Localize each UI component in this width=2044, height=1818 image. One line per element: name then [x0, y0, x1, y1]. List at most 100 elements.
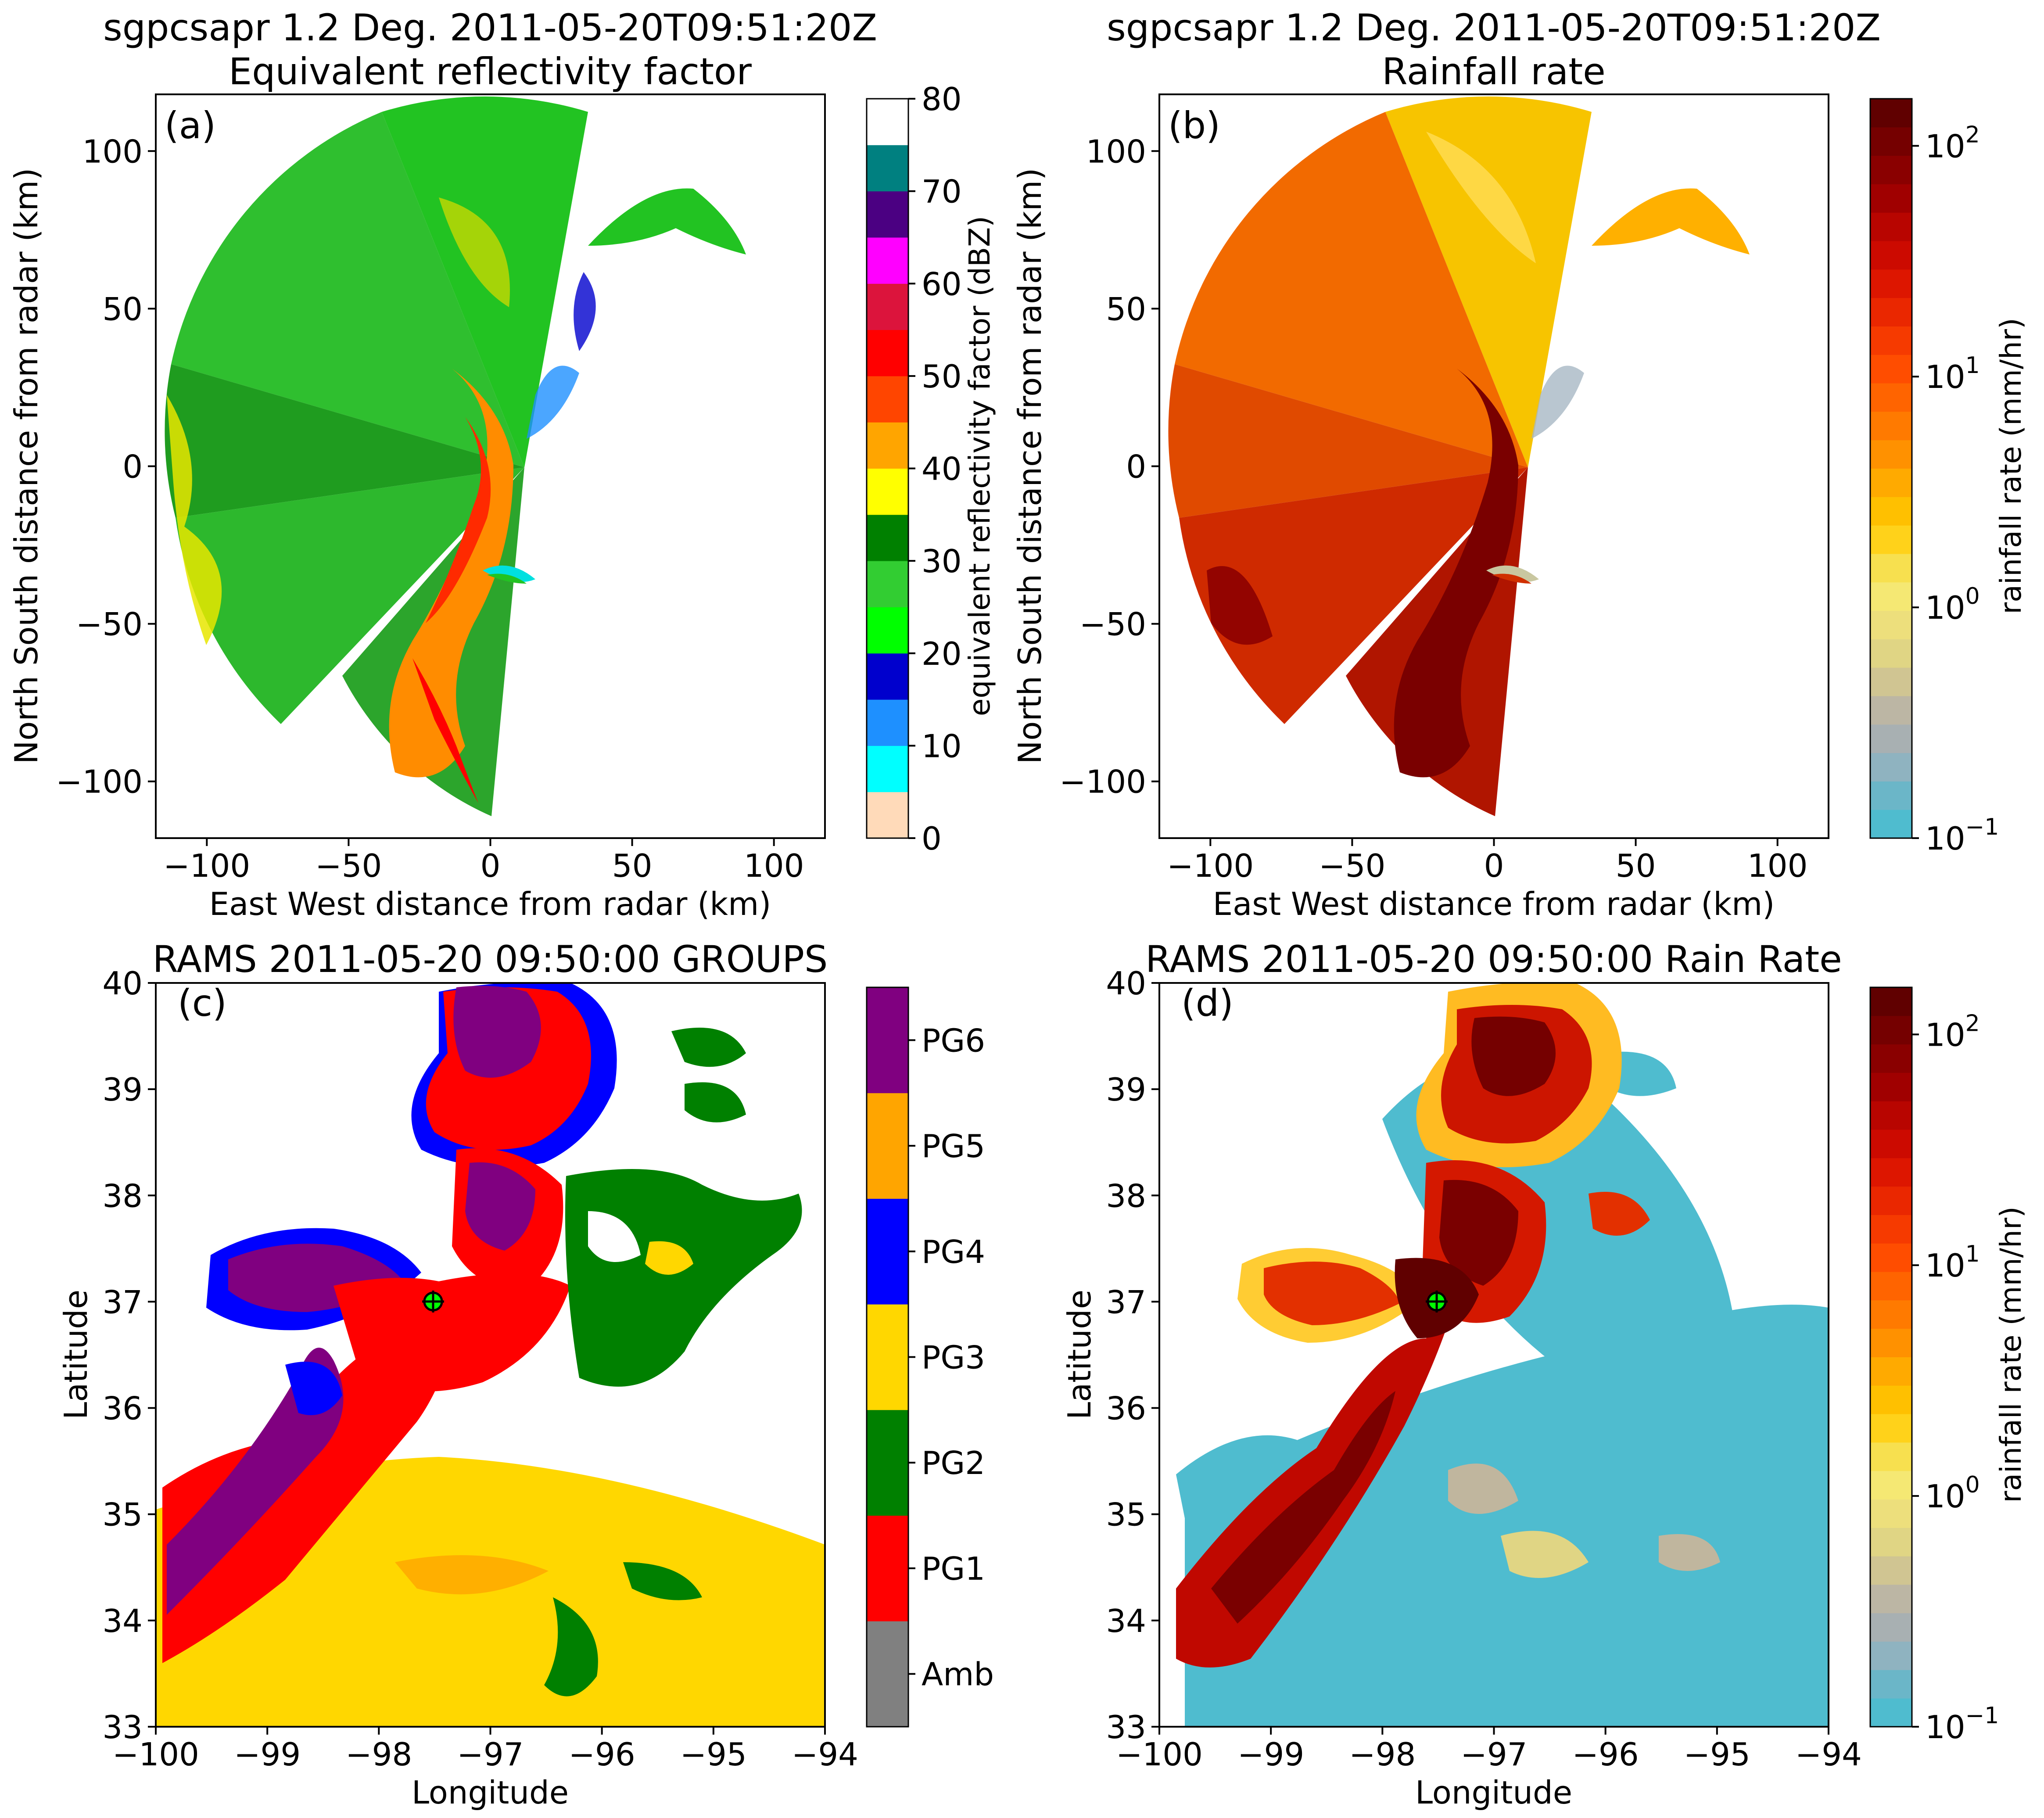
x-tick-label: 0	[481, 847, 501, 884]
colorbar-bin	[867, 1515, 908, 1621]
y-tick-label: 50	[1106, 290, 1146, 327]
panel-d-colorbar: 10−1 100 101 102	[1869, 986, 1999, 1746]
y-tick-label: 100	[1086, 133, 1146, 170]
x-tick-label: −100	[1167, 847, 1254, 884]
colorbar-bin	[1870, 639, 1912, 668]
colorbar-bin	[1870, 1328, 1912, 1357]
colorbar-tick-label: 102	[1925, 122, 1980, 165]
panel-a-ylabel: North South distance from radar (km)	[8, 168, 45, 764]
panel-b-ylabel: North South distance from radar (km)	[1011, 168, 1048, 764]
panel-a-colorbar-label: equivalent reflectivity factor (dBZ)	[963, 216, 997, 716]
colorbar-bin	[1870, 383, 1912, 412]
colorbar-tick-label: 100	[1925, 1472, 1980, 1515]
y-tick-label: 38	[102, 1177, 143, 1214]
colorbar-bin	[867, 653, 908, 700]
colorbar-bin	[1870, 1584, 1912, 1614]
y-tick-label: 40	[102, 965, 143, 1002]
panel-a-colorbar: 0 10 20 30 40 50 60 70 80	[866, 81, 962, 857]
colorbar-bin	[867, 1409, 908, 1516]
colorbar-bin	[1870, 184, 1912, 213]
colorbar-bin	[1870, 326, 1912, 355]
colorbar-tick-label: 30	[922, 543, 962, 580]
x-tick-label: −94	[792, 1736, 858, 1773]
colorbar-bin	[1870, 212, 1912, 241]
panel-d-label: (d)	[1181, 982, 1234, 1025]
x-tick-label: 50	[612, 847, 653, 884]
panel-c-title: RAMS 2011-05-20 09:50:00 GROUPS	[153, 938, 828, 981]
panel-c-xlabel: Longitude	[412, 1774, 569, 1811]
colorbar-bin	[1870, 269, 1912, 298]
colorbar-tick-label: 10−1	[1925, 1703, 1999, 1746]
panel-b-xlabel: East West distance from radar (km)	[1213, 886, 1775, 922]
x-tick-label: −99	[234, 1736, 301, 1773]
y-tick-label: −100	[1059, 764, 1146, 800]
panel-c-colorbar: Amb PG1 PG2 PG3 PG4 PG5 PG6	[866, 986, 994, 1728]
colorbar-tick-label: 80	[922, 81, 962, 118]
colorbar-bin	[867, 514, 908, 561]
panel-a-data-field	[165, 96, 746, 816]
panel-b: sgpcsapr 1.2 Deg. 2011-05-20T09:51:20Z R…	[1011, 6, 2028, 922]
y-tick-label: 34	[1106, 1603, 1146, 1639]
colorbar-bin	[1870, 1499, 1912, 1528]
y-tick-label: 39	[1106, 1071, 1146, 1108]
panel-c: RAMS 2011-05-20 09:50:00 GROUPS (c)	[57, 938, 994, 1811]
colorbar-bin	[867, 987, 908, 1094]
panel-b-title-line2: Rainfall rate	[1382, 50, 1606, 93]
colorbar-bin	[867, 99, 908, 145]
colorbar-bin	[1870, 753, 1912, 782]
x-tick-label: 100	[744, 847, 804, 884]
x-tick-label: −98	[1349, 1736, 1416, 1773]
x-tick-label: −97	[1461, 1736, 1528, 1773]
x-tick-label: −96	[569, 1736, 635, 1773]
panel-a-title-line2: Equivalent reflectivity factor	[229, 50, 752, 93]
colorbar-bin	[1870, 440, 1912, 469]
colorbar-category-label: PG5	[922, 1128, 985, 1165]
colorbar-tick-label: 10	[922, 728, 962, 764]
colorbar-bin	[1870, 987, 1912, 1016]
y-tick-label: 37	[102, 1284, 143, 1320]
colorbar-bin	[1870, 1158, 1912, 1187]
y-tick-label: 36	[102, 1390, 143, 1427]
colorbar-bin	[867, 191, 908, 238]
y-tick-label: 33	[102, 1709, 143, 1746]
y-tick-label: 36	[1106, 1390, 1146, 1427]
colorbar-bin	[867, 561, 908, 607]
panel-d-title: RAMS 2011-05-20 09:50:00 Rain Rate	[1145, 938, 1842, 981]
colorbar-tick-label: 70	[922, 173, 962, 210]
panel-d-radar-marker	[1426, 1291, 1448, 1312]
colorbar-bin	[1870, 355, 1912, 384]
y-tick-label: −50	[1079, 606, 1146, 643]
colorbar-bin	[1870, 468, 1912, 497]
colorbar-bin	[867, 468, 908, 515]
colorbar-bin	[1870, 1215, 1912, 1244]
panel-b-colorbar-label: rainfall rate (mm/hr)	[1994, 318, 2028, 614]
colorbar-bin	[1870, 411, 1912, 441]
x-tick-label: −100	[112, 1736, 199, 1773]
colorbar-tick-label: 60	[922, 265, 962, 302]
colorbar-bin	[1870, 99, 1912, 128]
x-tick-label: −96	[1572, 1736, 1639, 1773]
colorbar-bin	[1870, 667, 1912, 696]
colorbar-bin	[867, 145, 908, 192]
colorbar-bin	[1870, 1470, 1912, 1500]
x-tick-label: 0	[1484, 847, 1504, 884]
colorbar-bin	[1870, 241, 1912, 270]
y-tick-label: 0	[1126, 448, 1146, 485]
colorbar-bin	[867, 1093, 908, 1199]
colorbar-bin	[1870, 1698, 1912, 1727]
panel-c-ylabel: Latitude	[57, 1290, 94, 1420]
colorbar-bin	[1870, 1044, 1912, 1073]
panel-b-data-field	[1168, 96, 1750, 816]
panel-a-xlabel: East West distance from radar (km)	[209, 886, 771, 922]
x-tick-label: −94	[1795, 1736, 1862, 1773]
colorbar-bin	[867, 1621, 908, 1727]
colorbar-bin	[1870, 525, 1912, 554]
colorbar-bin	[1870, 1357, 1912, 1386]
colorbar-bin	[1870, 127, 1912, 156]
colorbar-category-label: Amb	[922, 1656, 994, 1693]
colorbar-bin	[1870, 1101, 1912, 1130]
colorbar-bin	[867, 283, 908, 330]
panel-b-colorbar: 10−1 100 101 102	[1869, 98, 1999, 857]
colorbar-bin	[867, 1304, 908, 1410]
panel-a: sgpcsapr 1.2 Deg. 2011-05-20T09:51:20Z E…	[8, 6, 997, 922]
